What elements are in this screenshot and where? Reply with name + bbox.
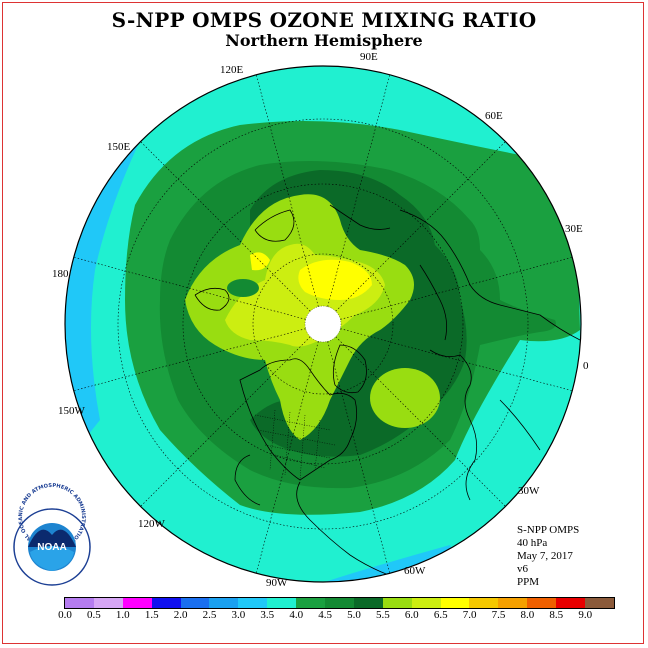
colorbar-tick-label: 3.5 bbox=[260, 609, 275, 621]
colorbar-tick-label: 9.0 bbox=[578, 609, 593, 621]
colorbar-swatch bbox=[209, 598, 239, 608]
colorbar-tick-label: 4.0 bbox=[289, 609, 304, 621]
colorbar-tick-label: 4.5 bbox=[318, 609, 332, 621]
label-30W: 30W bbox=[518, 485, 540, 497]
colorbar-swatch bbox=[180, 598, 210, 608]
ozone-field bbox=[65, 66, 581, 582]
polar-no-data bbox=[304, 305, 342, 343]
meridian-line bbox=[327, 74, 391, 307]
map-title: S-NPP OMPS OZONE MIXING RATIO bbox=[111, 8, 537, 32]
colorbar-tick-label: 7.5 bbox=[491, 609, 506, 621]
colorbar-tick-label: 6.0 bbox=[404, 609, 419, 621]
colorbar-swatch bbox=[382, 598, 412, 608]
meridian-line bbox=[327, 341, 391, 574]
graticule bbox=[117, 118, 529, 530]
colorbar-tick-label: 2.0 bbox=[173, 609, 188, 621]
colorbar-tick-label: 5.0 bbox=[347, 609, 361, 621]
label-150E: 150E bbox=[107, 141, 131, 153]
meridian-line bbox=[140, 336, 311, 507]
colorbar-swatch bbox=[65, 598, 94, 608]
colorbar-tick-label: 2.5 bbox=[202, 609, 217, 621]
colorbar-swatch bbox=[556, 598, 586, 608]
colorbar-swatch bbox=[527, 598, 557, 608]
info-date: May 7, 2017 bbox=[517, 550, 573, 562]
meridian-line bbox=[140, 141, 311, 312]
colorbar-swatch bbox=[411, 598, 441, 608]
colorbar-tick-label: 0.0 bbox=[58, 609, 72, 621]
meridian-line bbox=[73, 256, 306, 320]
colorbar-swatch bbox=[151, 598, 181, 608]
colorbar-swatch bbox=[238, 598, 268, 608]
meridian-line bbox=[335, 336, 506, 507]
colorbar-tick-label: 6.5 bbox=[433, 609, 448, 621]
colorbar-tick-label: 0.5 bbox=[87, 609, 101, 621]
map-subtitle: Northern Hemisphere bbox=[225, 31, 423, 50]
colorbar-tick-label: 7.0 bbox=[462, 609, 477, 621]
colorbar-swatch bbox=[498, 598, 528, 608]
meridian-line bbox=[340, 328, 573, 392]
field-5.5-6.0-atlantic bbox=[370, 368, 440, 428]
colorbar-swatch bbox=[296, 598, 326, 608]
field-6.5-7.0 bbox=[298, 259, 372, 300]
meridian-line bbox=[340, 256, 573, 320]
colorbar-tick-label: 3.0 bbox=[231, 609, 246, 621]
label-150W: 150W bbox=[58, 405, 85, 417]
colorbar-tick-label: 1.0 bbox=[115, 609, 130, 621]
meridian-line bbox=[73, 328, 306, 392]
map-boundary bbox=[64, 65, 582, 583]
colorbar-swatch bbox=[122, 598, 152, 608]
coastlines bbox=[194, 204, 581, 582]
label-0: 0 bbox=[583, 360, 589, 372]
colorbar-tick-label: 1.5 bbox=[144, 609, 159, 621]
colorbar-swatch bbox=[93, 598, 123, 608]
field-4.5-siberia bbox=[227, 279, 259, 297]
label-30E: 30E bbox=[565, 223, 583, 235]
label-180: 180 bbox=[52, 268, 69, 280]
info-instrument: S-NPP OMPS bbox=[517, 524, 580, 536]
label-60E: 60E bbox=[485, 110, 503, 122]
label-120E: 120E bbox=[220, 64, 244, 76]
info-block: S-NPP OMPS 40 hPa May 7, 2017 v6 PPM bbox=[517, 524, 579, 589]
colorbar-swatch bbox=[267, 598, 297, 608]
colorbar-tick-label: 5.5 bbox=[376, 609, 390, 621]
meridian-line bbox=[255, 74, 319, 307]
colorbar-swatch bbox=[469, 598, 499, 608]
info-level: 40 hPa bbox=[517, 537, 548, 549]
state-borders bbox=[254, 409, 336, 481]
colorbar-swatch bbox=[440, 598, 470, 608]
label-120W: 120W bbox=[138, 518, 165, 530]
meridians bbox=[73, 74, 573, 574]
meridian-line bbox=[255, 341, 319, 574]
label-90E: 90E bbox=[360, 51, 378, 63]
label-60W: 60W bbox=[404, 565, 426, 577]
info-version: v6 bbox=[517, 563, 528, 575]
colorbar bbox=[64, 597, 615, 609]
colorbar-swatch bbox=[325, 598, 354, 608]
colorbar-tick-label: 8.5 bbox=[549, 609, 564, 621]
label-90W: 90W bbox=[266, 577, 288, 589]
colorbar-swatch bbox=[585, 598, 614, 608]
colorbar-swatch bbox=[353, 598, 383, 608]
meridian-line bbox=[335, 141, 506, 312]
info-units: PPM bbox=[517, 576, 540, 588]
colorbar-tick-label: 8.0 bbox=[520, 609, 535, 621]
